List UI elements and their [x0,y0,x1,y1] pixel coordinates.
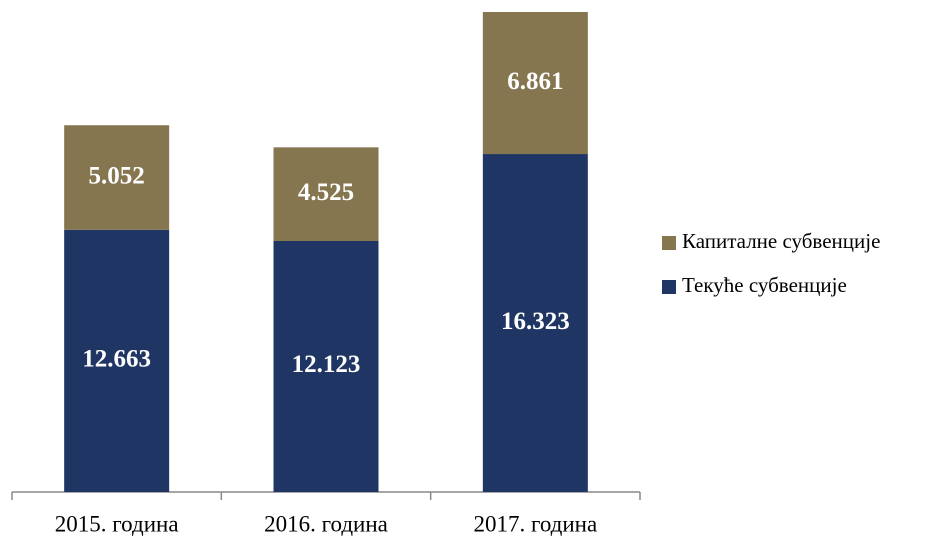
legend-label: Текуће субвенције [682,273,847,297]
bar-segment [482,154,588,492]
bar-segment [64,125,170,230]
legend-swatch [662,236,676,250]
data-label: 16.323 [501,308,570,335]
data-label: 6.861 [507,68,563,95]
data-label: 12.663 [82,346,151,373]
bar-segment [273,147,379,242]
data-label: 4.525 [298,179,354,206]
data-label: 5.052 [89,162,145,189]
legend-swatch [662,280,676,294]
x-tick-label: 2016. година [264,511,388,536]
bar-segment [64,229,170,492]
x-tick-label: 2017. година [473,511,597,536]
legend-label: Капиталне субвенције [682,229,880,253]
bar-segment [273,241,379,492]
bar-segment [482,12,588,155]
x-tick-label: 2015. година [55,511,179,536]
data-label: 12.123 [292,351,361,378]
